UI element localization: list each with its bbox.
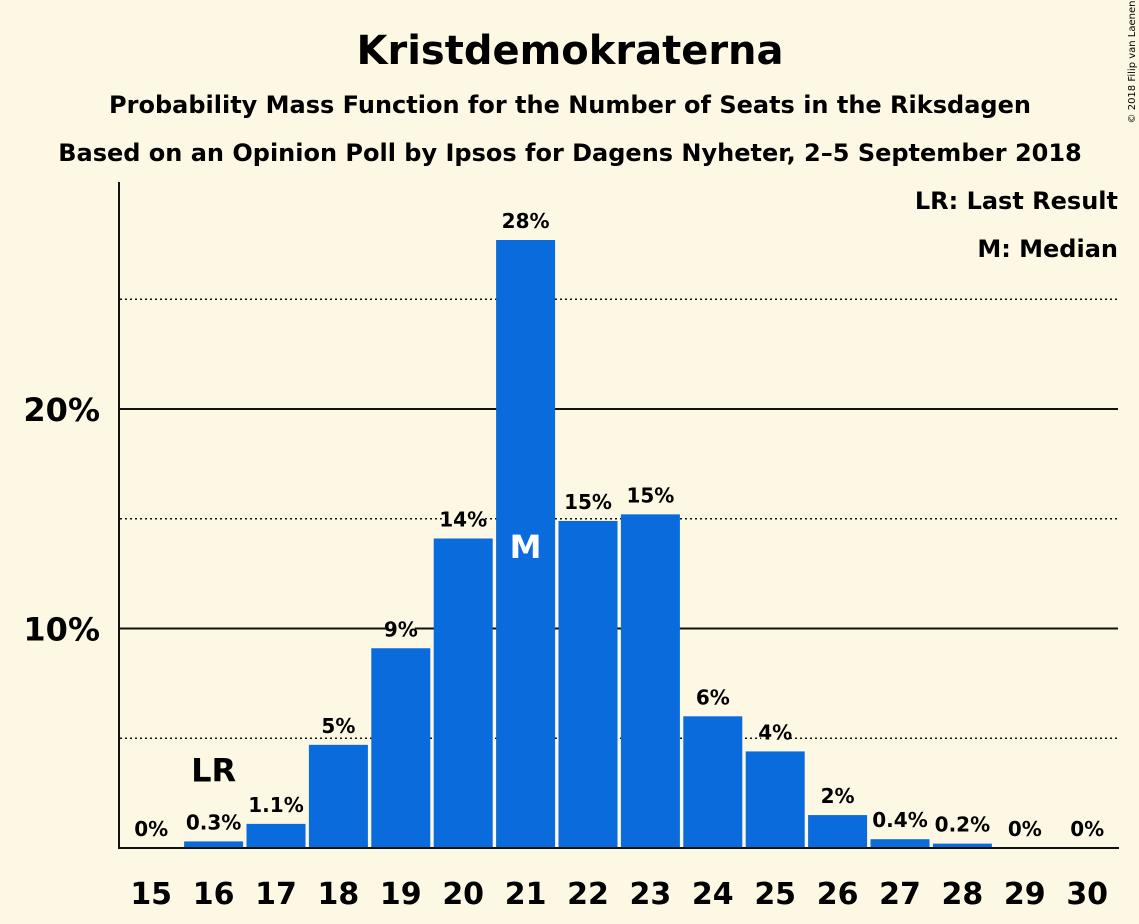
y-tick-label: 10% bbox=[23, 611, 100, 649]
bar bbox=[870, 839, 930, 848]
bar bbox=[496, 239, 556, 849]
chart-subtitle-2: Based on an Opinion Poll by Ipsos for Da… bbox=[58, 139, 1082, 167]
data-label: 9% bbox=[384, 617, 418, 641]
bar bbox=[683, 716, 743, 848]
bar bbox=[558, 520, 618, 848]
bar bbox=[808, 815, 868, 848]
data-label-background bbox=[823, 783, 852, 808]
data-label: 6% bbox=[696, 685, 730, 709]
data-label: 28% bbox=[502, 209, 550, 233]
data-label-background bbox=[698, 684, 727, 709]
median-marker: M bbox=[510, 528, 542, 566]
data-label-background bbox=[324, 712, 353, 737]
chart-subtitle: Probability Mass Function for the Number… bbox=[109, 91, 1031, 119]
x-tick-label: 27 bbox=[879, 877, 921, 912]
data-label-background bbox=[568, 488, 608, 513]
data-label-background bbox=[1073, 816, 1102, 840]
bar bbox=[371, 648, 431, 848]
data-label-background bbox=[630, 482, 670, 507]
x-tick-label: 25 bbox=[754, 877, 796, 912]
y-tick-label: 20% bbox=[23, 391, 100, 429]
data-label: 0.4% bbox=[872, 808, 927, 832]
bar bbox=[745, 751, 805, 848]
copyright-notice: © 2018 Filip van Laenen bbox=[1127, 1, 1138, 124]
data-label: 0.2% bbox=[935, 813, 990, 837]
data-label: 0% bbox=[134, 817, 168, 841]
data-label: 2% bbox=[821, 784, 855, 808]
data-label: 1.1% bbox=[248, 793, 303, 817]
x-tick-label: 19 bbox=[380, 877, 422, 912]
data-label-background bbox=[875, 807, 925, 832]
last-result-marker: LR bbox=[191, 751, 236, 789]
data-label: 15% bbox=[626, 483, 674, 507]
data-label: 14% bbox=[439, 508, 487, 532]
data-label: 4% bbox=[758, 720, 792, 744]
data-label: 0% bbox=[1070, 817, 1104, 841]
data-label-background bbox=[1010, 816, 1039, 840]
bar bbox=[932, 843, 992, 848]
data-label-background bbox=[137, 816, 166, 840]
data-label-background bbox=[386, 616, 415, 641]
x-tick-label: 17 bbox=[255, 877, 297, 912]
grid-layer bbox=[120, 298, 1118, 739]
chart-title: Kristdemokraterna bbox=[356, 28, 783, 74]
data-label-background bbox=[761, 719, 790, 744]
data-label: 5% bbox=[321, 714, 355, 738]
bar bbox=[246, 823, 306, 848]
x-tick-label: 20 bbox=[442, 877, 484, 912]
bars-layer bbox=[184, 239, 992, 849]
bar bbox=[620, 514, 680, 848]
data-label: 0.3% bbox=[186, 810, 241, 834]
data-label-background bbox=[506, 207, 546, 232]
legend-median: M: Median bbox=[977, 235, 1118, 263]
x-tick-label: 21 bbox=[505, 877, 547, 912]
legend-last-result: LR: Last Result bbox=[915, 187, 1118, 215]
x-tick-label: 18 bbox=[318, 877, 360, 912]
data-label-background bbox=[937, 811, 988, 836]
x-tick-label: 22 bbox=[567, 877, 609, 912]
x-tick-label: 16 bbox=[193, 877, 235, 912]
x-tick-label: 15 bbox=[130, 877, 172, 912]
x-tick-label: 29 bbox=[1004, 877, 1046, 912]
bar bbox=[308, 744, 368, 848]
labels-layer: 10% 20% 0% 15 0.3% 16 1.1% 17 5% 18 9% 19 14% 20 28% 21… bbox=[23, 207, 1108, 912]
data-label-background bbox=[443, 506, 483, 531]
bar bbox=[433, 538, 493, 848]
data-label: 15% bbox=[564, 490, 612, 514]
x-tick-label: 28 bbox=[942, 877, 984, 912]
x-tick-label: 30 bbox=[1066, 877, 1108, 912]
data-label: 0% bbox=[1008, 817, 1042, 841]
x-tick-label: 23 bbox=[630, 877, 672, 912]
x-tick-label: 24 bbox=[692, 877, 734, 912]
bar bbox=[184, 841, 244, 848]
data-label-background bbox=[188, 809, 239, 834]
data-label-background bbox=[251, 791, 301, 816]
x-tick-label: 26 bbox=[817, 877, 859, 912]
